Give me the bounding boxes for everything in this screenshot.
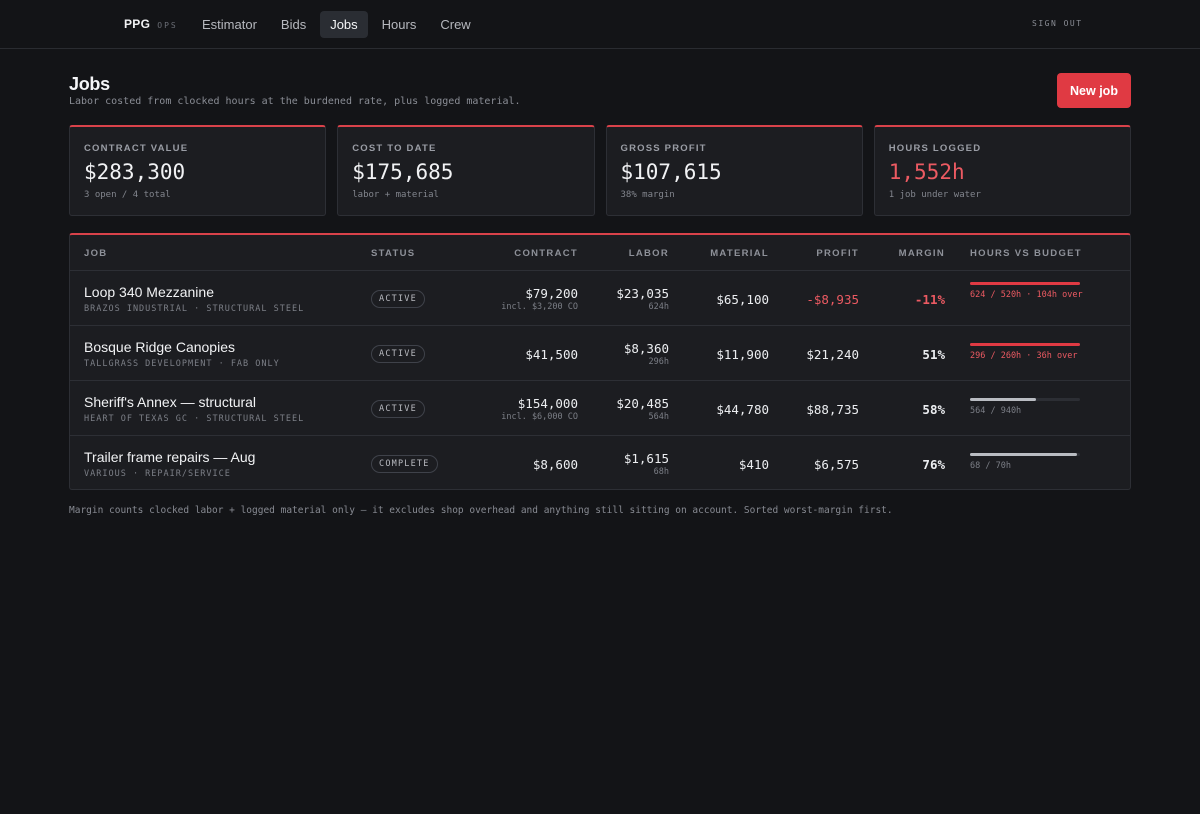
stat-value: $175,685 (352, 160, 454, 184)
stat-label: GROSS PROFIT (620, 143, 707, 154)
stat-value: 1,552h (888, 160, 965, 184)
stat-label: COST TO DATE (352, 143, 437, 154)
hours-vs-budget-label: 624 / 520h · 104h over (970, 290, 1083, 300)
stat-label: HOURS LOGGED (888, 143, 982, 154)
contract-value: $154,000 (517, 396, 578, 411)
hours-progress-fill (970, 453, 1077, 456)
table-header: JOB STATUS CONTRACT LABOR MATERIAL PROFI… (70, 235, 1130, 271)
contract-note: incl. $6,000 CO (501, 412, 578, 422)
job-name[interactable]: Loop 340 Mezzanine (84, 284, 214, 300)
hours-progress-bar (970, 453, 1080, 456)
stat-sub: labor + material (352, 190, 439, 200)
stat-sub: 38% margin (620, 190, 675, 200)
labor-hours: 624h (648, 302, 669, 312)
stat-sub: 1 job under water (888, 190, 981, 200)
stat-sub: 3 open / 4 total (84, 190, 171, 200)
nav-tab-crew[interactable]: Crew (440, 17, 471, 32)
margin-value: 58% (922, 402, 945, 417)
material-cost: $44,780 (716, 402, 769, 417)
hours-progress-bar (970, 282, 1080, 285)
table-row[interactable]: Sheriff's Annex — structural HEART OF TE… (70, 381, 1130, 436)
labor-hours: 68h (653, 467, 669, 477)
column-header-margin[interactable]: MARGIN (898, 248, 945, 259)
status-badge: ACTIVE (371, 400, 425, 418)
stat-value: $283,300 (84, 160, 186, 184)
hours-progress-fill (970, 343, 1080, 346)
contract-value: $41,500 (525, 347, 578, 362)
job-meta: VARIOUS · REPAIR/SERVICE (84, 469, 231, 479)
profit-value: -$8,935 (806, 292, 859, 307)
table-row[interactable]: Bosque Ridge Canopies TALLGRASS DEVELOPM… (70, 326, 1130, 381)
labor-hours: 564h (648, 412, 669, 422)
labor-cost: $23,035 (616, 286, 669, 301)
margin-value: -11% (914, 292, 945, 307)
hours-progress-bar (970, 343, 1080, 346)
material-cost: $11,900 (716, 347, 769, 362)
job-name[interactable]: Sheriff's Annex — structural (84, 394, 257, 410)
job-name[interactable]: Bosque Ridge Canopies (84, 339, 235, 355)
hours-vs-budget-label: 68 / 70h (970, 461, 1011, 471)
page-subtitle: Labor costed from clocked hours at the b… (69, 96, 521, 107)
table-row[interactable]: Trailer frame repairs — Aug VARIOUS · RE… (70, 436, 1130, 491)
status-badge: ACTIVE (371, 345, 425, 363)
brand-sub: OPS (157, 21, 178, 30)
labor-hours: 296h (648, 357, 669, 367)
job-name[interactable]: Trailer frame repairs — Aug (84, 449, 256, 465)
stat-value: $107,615 (620, 160, 722, 184)
labor-cost: $8,360 (623, 341, 669, 356)
table-footnote: Margin counts clocked labor + logged mat… (69, 505, 893, 516)
margin-value: 51% (922, 347, 945, 362)
profit-value: $21,240 (806, 347, 859, 362)
stat-card-gross-profit: GROSS PROFIT $107,615 38% margin (605, 125, 863, 216)
margin-value: 76% (922, 457, 945, 472)
job-meta: TALLGRASS DEVELOPMENT · FAB ONLY (84, 359, 280, 369)
column-header-labor[interactable]: LABOR (628, 248, 669, 259)
stat-cards: CONTRACT VALUE $283,300 3 open / 4 total… (69, 125, 1131, 216)
brand-logo[interactable]: PPG OPS (124, 17, 178, 33)
material-cost: $65,100 (716, 292, 769, 307)
hours-progress-fill (970, 398, 1036, 401)
job-meta: BRAZOS INDUSTRIAL · STRUCTURAL STEEL (84, 304, 305, 314)
column-header-contract[interactable]: CONTRACT (514, 248, 578, 259)
stat-card-cost-to-date: COST TO DATE $175,685 labor + material (337, 125, 595, 216)
column-header-profit[interactable]: PROFIT (816, 248, 859, 259)
column-header-status[interactable]: STATUS (371, 248, 416, 259)
top-nav-bar: PPG OPS Estimator Bids Jobs Hours Crew S… (0, 0, 1200, 49)
hours-vs-budget-label: 296 / 260h · 36h over (970, 351, 1078, 361)
column-header-hours-vs-budget[interactable]: HOURS VS BUDGET (970, 248, 1082, 259)
table-row[interactable]: Loop 340 Mezzanine BRAZOS INDUSTRIAL · S… (70, 271, 1130, 326)
hours-vs-budget-label: 564 / 940h (970, 406, 1022, 416)
job-meta: HEART OF TEXAS GC · STRUCTURAL STEEL (84, 414, 305, 424)
status-badge: COMPLETE (371, 455, 438, 473)
nav-tab-hours[interactable]: Hours (381, 17, 417, 32)
profit-value: $6,575 (813, 457, 859, 472)
new-job-button[interactable]: New job (1057, 73, 1131, 108)
status-badge: ACTIVE (371, 290, 425, 308)
hours-progress-fill (970, 282, 1080, 285)
material-cost: $410 (738, 457, 769, 472)
contract-value: $79,200 (525, 286, 578, 301)
labor-cost: $1,615 (623, 451, 669, 466)
profit-value: $88,735 (806, 402, 859, 417)
main-nav: Estimator Bids Jobs Hours Crew (192, 11, 485, 38)
brand-name: PPG (124, 17, 151, 31)
column-header-job[interactable]: JOB (84, 248, 108, 259)
contract-note: incl. $3,200 CO (501, 302, 578, 312)
hours-progress-bar (970, 398, 1080, 401)
nav-tab-estimator[interactable]: Estimator (202, 17, 257, 32)
column-header-material[interactable]: MATERIAL (710, 248, 769, 259)
stat-label: CONTRACT VALUE (84, 143, 189, 154)
jobs-table: JOB STATUS CONTRACT LABOR MATERIAL PROFI… (69, 233, 1131, 490)
stat-card-contract-value: CONTRACT VALUE $283,300 3 open / 4 total (69, 125, 327, 216)
stat-card-hours-logged: HOURS LOGGED 1,552h 1 job under water (873, 125, 1131, 216)
sign-out-link[interactable]: SIGN OUT (1032, 19, 1083, 28)
labor-cost: $20,485 (616, 396, 669, 411)
nav-tab-bids[interactable]: Bids (280, 17, 307, 32)
nav-tab-jobs[interactable]: Jobs (320, 11, 368, 38)
page-title: Jobs (69, 74, 110, 94)
contract-value: $8,600 (532, 457, 578, 472)
